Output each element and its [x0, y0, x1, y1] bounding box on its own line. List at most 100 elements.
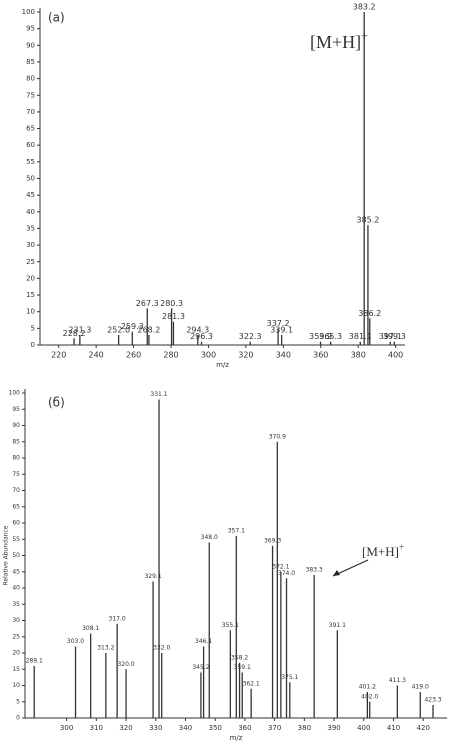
- peak-label: 401.2: [359, 684, 376, 691]
- y-tick-label: 100: [9, 390, 21, 397]
- peak-label: 231.3: [68, 326, 91, 335]
- y-tick-label: 60: [12, 520, 20, 527]
- y-tick-label: 95: [12, 406, 20, 413]
- y-tick-label: 35: [26, 224, 35, 232]
- y-tick-label: 70: [12, 487, 20, 494]
- peak-label: 346.1: [195, 638, 212, 645]
- y-tick-label: 10: [26, 308, 35, 316]
- peak-label: 362.1: [243, 680, 260, 687]
- peak-label: 397.1: [379, 332, 402, 341]
- arrow-head: [333, 570, 340, 576]
- annotation-text: [M+H]: [362, 544, 399, 559]
- annotation-text: [M+H]: [310, 32, 361, 52]
- peak-label: 268.2: [137, 326, 160, 335]
- peak-label: 294.3: [186, 326, 209, 335]
- x-tick-label: 340: [179, 724, 192, 732]
- x-tick-label: 320: [238, 351, 253, 360]
- annotation-sup: +: [399, 542, 404, 552]
- x-tick-label: 240: [89, 351, 104, 360]
- peak-label: 399.3: [383, 332, 406, 341]
- y-tick-label: 5: [31, 324, 35, 332]
- y-tick-label: 0: [31, 341, 35, 349]
- peak-label: 386.2: [358, 309, 381, 318]
- y-tick-label: 65: [12, 503, 20, 510]
- peak-label: 308.1: [82, 625, 99, 632]
- x-tick-label: 310: [90, 724, 103, 732]
- x-tick-label: 410: [387, 724, 400, 732]
- y-tick-label: 100: [22, 8, 35, 16]
- y-tick-label: 25: [12, 633, 20, 640]
- peak-label: 369.3: [264, 537, 281, 544]
- peak-label: 411.3: [389, 677, 406, 684]
- y-tick-label: 30: [26, 241, 35, 249]
- y-tick-label: 70: [26, 108, 35, 116]
- y-tick-label: 50: [26, 175, 35, 183]
- peak-label: 329.1: [144, 573, 161, 580]
- x-tick-label: 280: [163, 351, 178, 360]
- x-tick-label: 360: [313, 351, 328, 360]
- peak-label: 391.1: [329, 622, 346, 629]
- peak-label: 320.0: [117, 661, 134, 668]
- panel-label: (б): [48, 396, 65, 410]
- x-tick-label: 400: [388, 351, 403, 360]
- peak-label: 281.3: [162, 312, 185, 321]
- peak-label: 375.1: [281, 674, 298, 681]
- x-tick-label: 380: [298, 724, 311, 732]
- peak-label: 313.2: [97, 645, 114, 652]
- y-tick-label: 85: [12, 438, 20, 445]
- y-tick-label: 40: [26, 208, 35, 216]
- y-tick-label: 20: [12, 650, 20, 657]
- x-tick-label: 320: [119, 724, 132, 732]
- peak-label: 359.1: [234, 664, 251, 671]
- peak-label: 385.2: [356, 216, 379, 225]
- x-axis-label: m/z: [230, 734, 243, 742]
- peak-label: 259.3: [121, 322, 144, 331]
- x-tick-label: 420: [417, 724, 430, 732]
- y-tick-label: 40: [12, 585, 20, 592]
- x-tick-label: 300: [60, 724, 73, 732]
- x-tick-label: 220: [51, 351, 66, 360]
- y-tick-label: 15: [12, 666, 20, 673]
- peak-label: 303.0: [67, 638, 84, 645]
- panel-label: (a): [48, 11, 65, 25]
- x-tick-label: 350: [209, 724, 222, 732]
- peak-label: 317.0: [109, 615, 126, 622]
- x-tick-label: 370: [268, 724, 281, 732]
- y-tick-label: 30: [12, 617, 20, 624]
- peak-label: 339.1: [270, 326, 293, 335]
- y-tick-label: 45: [12, 568, 20, 575]
- x-tick-label: 360: [238, 724, 251, 732]
- y-tick-label: 90: [26, 41, 35, 49]
- peak-label: 365.3: [319, 332, 342, 341]
- y-tick-label: 0: [16, 715, 20, 722]
- peak-label: 357.1: [228, 528, 245, 535]
- y-tick-label: 65: [26, 125, 35, 133]
- peak-label: 296.3: [190, 332, 213, 341]
- y-tick-label: 45: [26, 191, 35, 199]
- peak-label: 289.1: [26, 658, 43, 665]
- peak-label: 355.1: [222, 622, 239, 629]
- peak-label: 252.0: [107, 326, 130, 335]
- peak-label: 402.0: [361, 693, 378, 700]
- x-tick-label: 400: [357, 724, 370, 732]
- x-tick-label: 380: [351, 351, 366, 360]
- peak-label: 383.3: [306, 567, 323, 574]
- y-tick-label: 80: [12, 455, 20, 462]
- y-tick-label: 80: [26, 75, 35, 83]
- y-tick-label: 10: [12, 682, 20, 689]
- x-tick-label: 260: [126, 351, 141, 360]
- peak-label: 345.2: [192, 664, 209, 671]
- y-tick-label: 50: [12, 552, 20, 559]
- peak-label: 337.2: [267, 319, 290, 328]
- y-tick-label: 55: [26, 158, 35, 166]
- y-tick-label: 15: [26, 291, 35, 299]
- peak-label: 381.1: [349, 332, 372, 341]
- annotation: [M+H]+: [362, 542, 404, 559]
- y-tick-label: 90: [12, 422, 20, 429]
- x-tick-label: 330: [149, 724, 162, 732]
- y-tick-label: 20: [26, 274, 35, 282]
- peak-label: 228.2: [63, 329, 86, 338]
- x-tick-label: 300: [201, 351, 216, 360]
- peak-label: 322.3: [239, 332, 262, 341]
